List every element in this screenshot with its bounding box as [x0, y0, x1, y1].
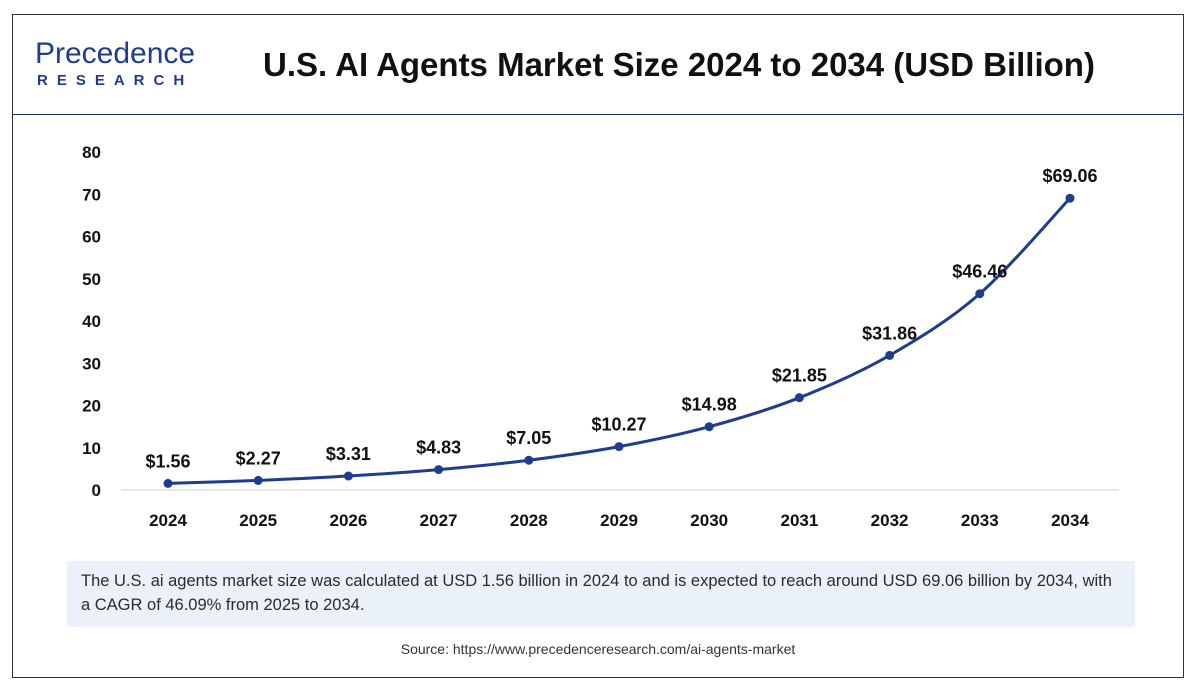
series-line [167, 197, 1072, 485]
caption-box: The U.S. ai agents market size was calcu… [67, 561, 1135, 627]
data-label: $1.56 [145, 451, 190, 471]
chart-title: U.S. AI Agents Market Size 2024 to 2034 … [263, 46, 1095, 83]
data-label: $4.83 [416, 438, 461, 458]
logo-subtitle: RESEARCH [37, 72, 194, 89]
y-tick-label: 80 [82, 143, 101, 162]
data-point [253, 475, 263, 485]
x-tick-label: 2032 [871, 511, 909, 530]
x-tick-label: 2033 [961, 511, 999, 530]
data-label: $46.46 [952, 262, 1007, 282]
data-labels: $1.56 $2.27 $3.31 $4.83 $7.05 $10.27 $14.98 $21… [145, 166, 1097, 471]
x-tick-label: 2031 [780, 511, 818, 530]
y-tick-label: 10 [82, 439, 101, 458]
x-axis: 2024 2025 2026 2027 2028 2029 2030 2031 2032 2033… [149, 511, 1089, 530]
data-label: $21.85 [772, 366, 827, 386]
x-tick-label: 2029 [600, 511, 638, 530]
data-points [163, 193, 1075, 488]
data-label: $10.27 [591, 415, 646, 435]
data-point [1065, 193, 1075, 203]
data-label: $69.06 [1042, 166, 1097, 186]
data-point [434, 465, 444, 475]
x-tick-label: 2024 [149, 511, 187, 530]
data-point [163, 478, 173, 488]
y-tick-label: 40 [82, 312, 101, 331]
x-tick-label: 2034 [1051, 511, 1089, 530]
data-point [343, 471, 353, 481]
data-label: $2.27 [236, 448, 281, 468]
data-label: $7.05 [506, 428, 551, 448]
x-tick-label: 2025 [239, 511, 277, 530]
logo: Precedence RESEARCH [35, 37, 225, 93]
data-point [975, 289, 985, 299]
data-point [704, 422, 714, 432]
y-tick-label: 50 [82, 270, 101, 289]
y-axis: 0 10 20 30 40 50 60 70 80 [82, 143, 101, 500]
data-label: $3.31 [326, 444, 371, 464]
y-tick-label: 60 [82, 228, 101, 247]
data-point [794, 393, 804, 403]
data-point [614, 442, 624, 452]
y-tick-label: 0 [92, 481, 101, 500]
y-tick-label: 30 [82, 354, 101, 373]
logo-name: Precedence [35, 37, 196, 70]
y-tick-label: 70 [82, 185, 101, 204]
header: Precedence RESEARCH U.S. AI Agents Marke… [13, 15, 1183, 115]
data-point [524, 455, 534, 465]
source-text: Source: https://www.precedenceresearch.c… [400, 641, 796, 657]
data-label: $31.86 [862, 323, 917, 343]
chart-frame: Precedence RESEARCH U.S. AI Agents Marke… [12, 14, 1184, 678]
y-tick-label: 20 [82, 397, 101, 416]
data-point [885, 350, 895, 360]
x-tick-label: 2028 [510, 511, 548, 530]
x-tick-label: 2030 [690, 511, 728, 530]
caption-text: The U.S. ai agents market size was calcu… [81, 572, 1112, 614]
data-label: $14.98 [682, 395, 737, 415]
x-tick-label: 2027 [420, 511, 458, 530]
x-tick-label: 2026 [329, 511, 367, 530]
